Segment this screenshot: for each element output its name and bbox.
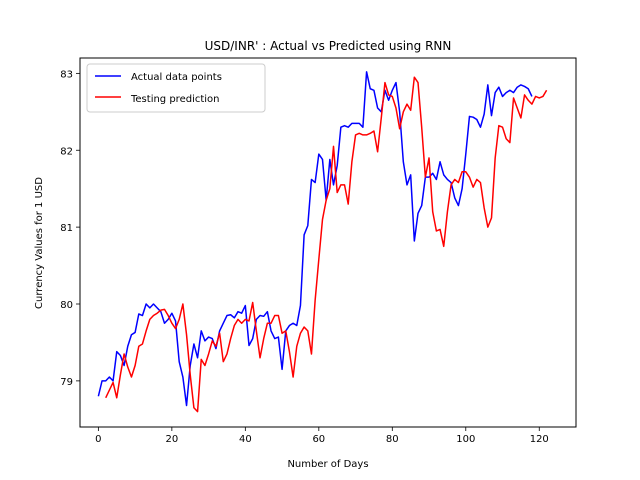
x-tick-label: 120	[530, 434, 549, 445]
x-axis: 0 20 40 60 80 100 120	[95, 427, 549, 445]
x-tick-label: 100	[456, 434, 475, 445]
x-tick-label: 40	[239, 434, 252, 445]
y-tick-label: 83	[60, 69, 73, 80]
x-axis-label: Number of Days	[287, 459, 368, 470]
legend-entry-actual: Actual data points	[131, 72, 222, 83]
chart-title: USD/INR' : Actual vs Predicted using RNN	[205, 39, 452, 53]
plot-frame	[79, 57, 577, 428]
x-tick-label: 60	[312, 434, 325, 445]
series-line-prediction	[105, 76, 548, 413]
y-tick-label: 79	[60, 377, 73, 388]
legend: Actual data points Testing prediction	[86, 63, 266, 113]
legend-entry-prediction: Testing prediction	[130, 94, 220, 105]
y-axis-label: Currency Values for 1 USD	[34, 177, 45, 309]
x-tick-label: 20	[165, 434, 178, 445]
x-tick-label: 80	[386, 434, 399, 445]
y-tick-label: 80	[60, 300, 73, 311]
plot-area	[97, 71, 548, 413]
y-axis: 79 80 81 82 83	[60, 69, 80, 388]
series-line-actual	[97, 71, 533, 407]
y-tick-label: 82	[60, 146, 73, 157]
legend-box	[86, 63, 266, 113]
x-tick-label: 0	[95, 434, 101, 445]
y-tick-label: 81	[60, 223, 73, 234]
